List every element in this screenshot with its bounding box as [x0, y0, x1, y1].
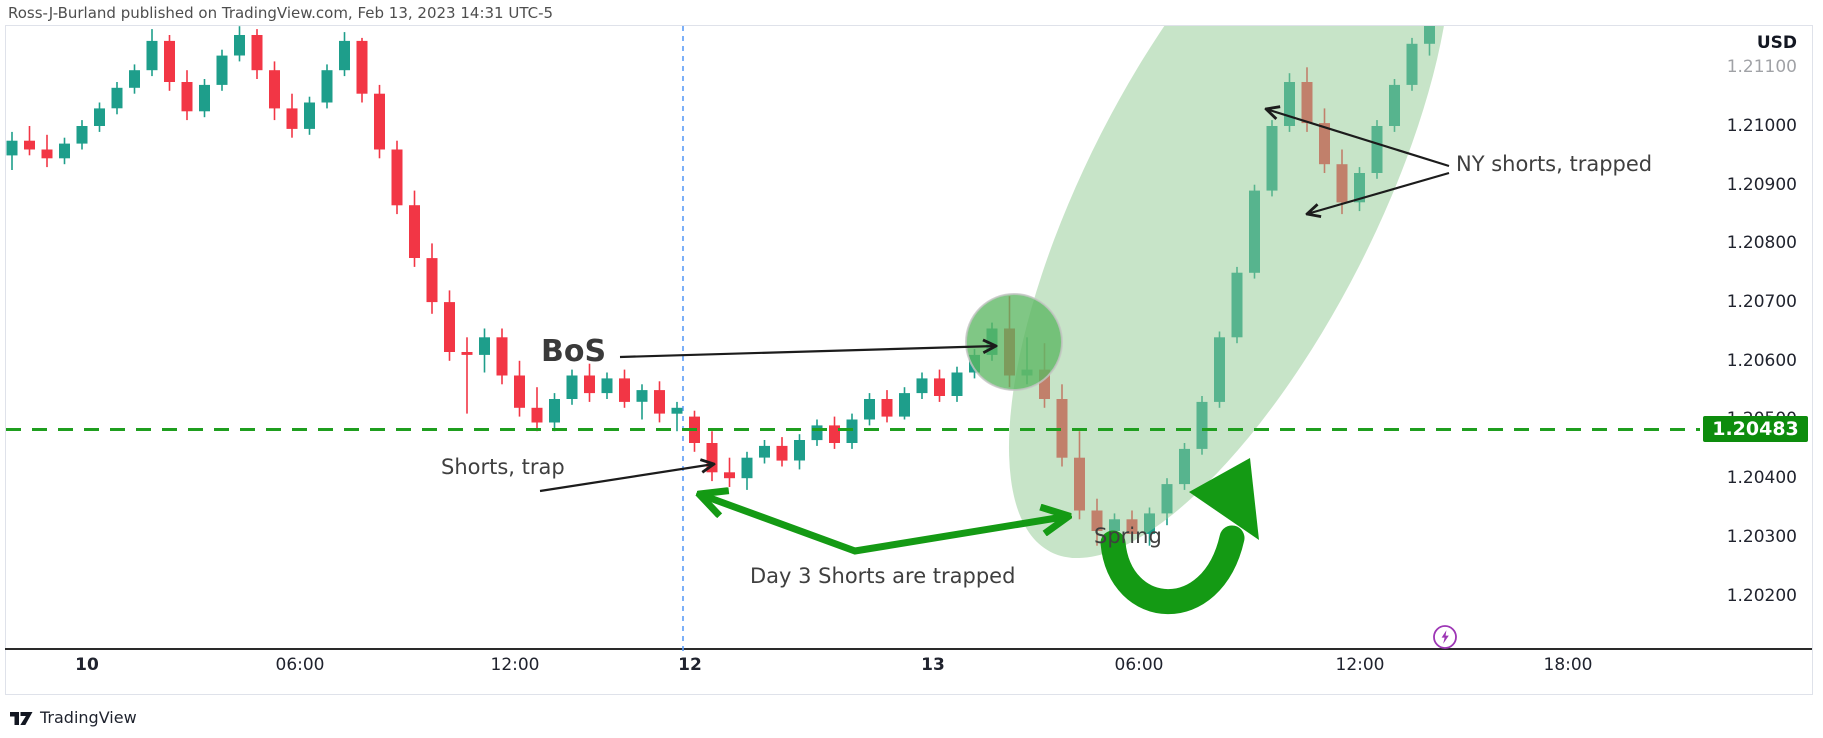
- candle-body: [111, 87, 123, 109]
- spring-swoosh-arrow: [1100, 458, 1259, 614]
- candle-body: [864, 399, 875, 420]
- day3-double-arrow: [699, 494, 1069, 555]
- candle-body: [881, 399, 893, 417]
- time-axis-line: [5, 648, 1812, 650]
- bos-arrow: [619, 346, 996, 359]
- price-axis-label: 1.20900: [1726, 175, 1797, 195]
- price-axis-label: 1.20600: [1726, 351, 1797, 371]
- candle-body: [461, 352, 473, 355]
- chart-frame: [5, 25, 1813, 695]
- ny-shorts-arrow-upper: [1266, 109, 1450, 168]
- currency-label: USD: [1756, 33, 1797, 53]
- ny-shorts-arrow-lower: [1307, 171, 1450, 214]
- candle-body: [514, 375, 525, 408]
- price-axis-label: 1.21000: [1726, 116, 1797, 136]
- candle-body: [846, 419, 858, 443]
- candle-body: [934, 378, 945, 396]
- price-axis-label: 1.20700: [1726, 292, 1797, 312]
- candle-body: [59, 143, 70, 159]
- candle-body: [444, 302, 455, 352]
- candle-body: [671, 407, 683, 414]
- ny-shorts-label: NY shorts, trapped: [1456, 152, 1653, 176]
- candle-body: [129, 70, 140, 88]
- candle-body: [251, 35, 263, 71]
- candle-body: [426, 258, 438, 303]
- candle-body: [759, 445, 770, 458]
- time-axis-label: 12:00: [490, 655, 540, 675]
- candle-body: [811, 425, 823, 441]
- price-axis-label: 1.20300: [1726, 527, 1797, 547]
- candle-body: [776, 445, 788, 461]
- tradingview-watermark[interactable]: TradingView: [10, 708, 137, 727]
- candle-body: [409, 205, 420, 258]
- candle-body: [24, 140, 35, 150]
- time-axis-label: 13: [921, 655, 945, 675]
- time-axis-label: 12: [678, 655, 702, 675]
- candle-body: [339, 40, 350, 71]
- candle-body: [584, 375, 595, 394]
- time-axis-label: 06:00: [275, 655, 325, 675]
- time-axis-label: 12:00: [1335, 655, 1385, 675]
- candle-body: [531, 407, 543, 423]
- time-axis-label: 10: [75, 655, 99, 675]
- candle-body: [899, 393, 910, 417]
- flash-icon[interactable]: [1433, 625, 1457, 649]
- candle-body: [601, 378, 613, 394]
- candle-body: [391, 149, 403, 206]
- day3-label: Day 3 Shorts are trapped: [750, 564, 1016, 588]
- candle-body: [706, 443, 718, 473]
- shorts-trap-label: Shorts, trap: [441, 455, 565, 479]
- price-axis-label: 1.21100: [1726, 57, 1797, 77]
- candle-body: [654, 390, 665, 414]
- candle-body: [951, 372, 963, 396]
- candle-body: [619, 378, 630, 402]
- bos-highlight-circle: [965, 293, 1063, 391]
- candle-body: [94, 108, 105, 126]
- candle-body: [181, 82, 193, 112]
- candle-body: [6, 140, 18, 156]
- candle-body: [724, 472, 735, 479]
- candle-body: [76, 126, 88, 144]
- candle-body: [374, 93, 385, 150]
- price-level-badge: 1.20483: [1703, 416, 1808, 442]
- candle-body: [356, 40, 368, 94]
- candle-body: [916, 378, 928, 394]
- candle-body: [199, 84, 210, 112]
- time-axis-label: 18:00: [1543, 655, 1593, 675]
- shorts-trap-arrow: [539, 464, 714, 493]
- candle-body: [549, 399, 560, 423]
- candle-body: [636, 390, 648, 402]
- tradingview-watermark-text: TradingView: [40, 708, 137, 727]
- candle-body: [146, 40, 158, 71]
- candle-body: [216, 55, 228, 85]
- candle-body: [286, 108, 298, 129]
- price-axis-label: 1.20800: [1726, 233, 1797, 253]
- attribution-text: Ross-J-Burland published on TradingView.…: [8, 4, 554, 22]
- candle-body: [741, 457, 753, 479]
- price-axis-label: 1.20200: [1726, 586, 1797, 606]
- candle-body: [566, 375, 578, 399]
- candle-body: [269, 70, 280, 109]
- candle-body: [304, 102, 315, 129]
- candle-body: [321, 70, 333, 103]
- candle-body: [496, 337, 508, 376]
- candle-body: [41, 149, 53, 159]
- candle-body: [829, 425, 840, 443]
- candle-body: [234, 35, 245, 56]
- tradingview-logo-icon: [10, 712, 33, 725]
- candle-body: [479, 337, 490, 355]
- spring-label: Spring: [1094, 524, 1162, 548]
- candle-body: [794, 440, 805, 461]
- candle-body: [164, 40, 175, 82]
- bos-label: BoS: [541, 334, 607, 369]
- price-axis-label: 1.20400: [1726, 468, 1797, 488]
- rally-highlight-ellipse: [1008, 26, 1452, 559]
- time-axis-label: 06:00: [1114, 655, 1164, 675]
